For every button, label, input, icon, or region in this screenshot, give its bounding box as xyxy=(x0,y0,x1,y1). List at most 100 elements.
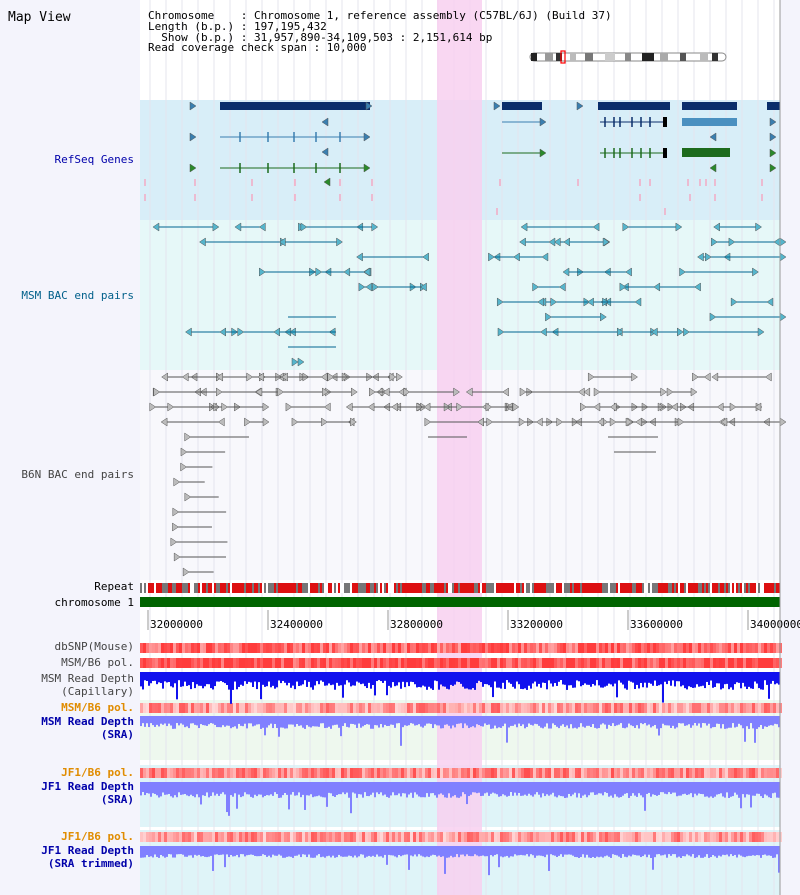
msm-sra-depth-bar xyxy=(538,716,540,726)
jf1-sra-depth-bar xyxy=(170,782,172,797)
jf1-pol-trim-heat xyxy=(713,832,716,842)
msm-b6-pol-label[interactable]: MSM/B6 pol. xyxy=(61,656,134,669)
jf1-pol-heat xyxy=(581,768,584,778)
jf1-sra-depth-bar xyxy=(656,782,658,796)
repeat-segment xyxy=(202,583,204,593)
msm-pol-heat xyxy=(257,658,260,668)
msm-pol-sra-heat xyxy=(521,703,524,713)
jf1-depth-trim-label1[interactable]: JF1 Read Depth xyxy=(41,844,134,857)
msm-pol-heat xyxy=(275,658,278,668)
msm-b6-pol-sra-label[interactable]: MSM/B6 pol. xyxy=(61,701,134,714)
repeat-segment xyxy=(148,583,150,593)
msm-pol-heat xyxy=(749,658,752,668)
msm-depth-sra-label1[interactable]: MSM Read Depth xyxy=(41,715,134,728)
msm-sra-depth-bar xyxy=(668,716,670,726)
msm-sra-depth-bar xyxy=(188,716,190,729)
jf1-pol-heat xyxy=(476,768,479,778)
jf1-trim-depth-bar xyxy=(140,846,142,858)
b6n-bac-label[interactable]: B6N BAC end pairs xyxy=(21,468,134,481)
jf1-pol-heat xyxy=(680,768,683,778)
jf1-trim-depth-bar xyxy=(494,846,496,855)
jf1-pol-heat xyxy=(302,768,305,778)
jf1-sra-depth-bar xyxy=(688,782,690,795)
repeat-segment xyxy=(696,583,698,593)
jf1-trim-depth-bar xyxy=(258,846,260,857)
jf1-trim-depth-bar xyxy=(318,846,320,855)
msm-pol-heat xyxy=(581,658,584,668)
msm-sra-depth-bar xyxy=(392,716,394,725)
refseq-genes-label[interactable]: RefSeq Genes xyxy=(54,153,134,166)
msm-sra-depth-bar xyxy=(480,716,482,727)
jf1-sra-depth-bar xyxy=(748,782,750,795)
jf1-trim-depth-bar xyxy=(146,846,148,856)
bac-end xyxy=(259,267,266,277)
jf1-sra-depth-bar xyxy=(354,782,356,794)
msm-pol-heat xyxy=(326,658,329,668)
jf1-trim-depth-bar xyxy=(678,846,680,857)
jf1-pol-heat xyxy=(308,768,311,778)
jf1-sra-depth-bar xyxy=(176,782,178,798)
jf1-pol-trim-heat xyxy=(377,832,380,842)
msm-sra-depth-bar xyxy=(492,716,494,729)
msm-pol-heat xyxy=(422,658,425,668)
msm-depth-cap-label1[interactable]: MSM Read Depth xyxy=(41,672,134,685)
dbsnp-label[interactable]: dbSNP(Mouse) xyxy=(54,640,134,653)
jf1-trim-depth-bar xyxy=(280,846,282,856)
msm-pol-heat xyxy=(149,658,152,668)
msm-pol-sra-heat xyxy=(548,703,551,713)
repeat-segment xyxy=(424,583,426,593)
msm-sra-depth-bar xyxy=(358,716,360,724)
msm-cap-depth-bar xyxy=(596,672,598,681)
jf1-depth-sra-label1[interactable]: JF1 Read Depth xyxy=(41,780,134,793)
repeat-segment xyxy=(778,583,780,593)
jf1-b6-pol-label[interactable]: JF1/B6 pol. xyxy=(61,766,134,779)
jf1-pol-trim-heat xyxy=(632,832,635,842)
jf1-pol-heat xyxy=(506,768,509,778)
msm-pol-sra-heat xyxy=(428,703,431,713)
msm-sra-depth-bar xyxy=(242,716,244,727)
msm-pol-sra-heat xyxy=(326,703,329,713)
repeat-segment xyxy=(678,583,680,593)
repeat-segment xyxy=(648,583,650,593)
msm-cap-depth-bar xyxy=(488,672,490,686)
jf1-pol-heat xyxy=(314,768,317,778)
msm-pol-sra-heat xyxy=(590,703,593,713)
bac-end xyxy=(690,387,698,397)
jf1-pol-trim-heat xyxy=(257,832,260,842)
jf1-sra-depth-bar xyxy=(270,782,272,795)
repeat-segment xyxy=(454,583,456,593)
msm-pol-heat xyxy=(536,658,539,668)
msm-pol-sra-heat xyxy=(707,703,710,713)
repeat-segment xyxy=(152,583,154,593)
jf1-sra-depth-bar xyxy=(378,782,380,795)
msm-cap-depth-bar xyxy=(744,672,746,687)
msm-sra-depth-bar xyxy=(450,716,452,729)
msm-cap-depth-bar xyxy=(522,672,524,690)
jf1-sra-depth-bar xyxy=(572,782,574,795)
jf1-b6-pol-trim-label[interactable]: JF1/B6 pol. xyxy=(61,830,134,843)
msm-cap-depth-bar xyxy=(654,672,656,681)
jf1-pol-trim-heat xyxy=(440,832,443,842)
msm-cap-depth-bar xyxy=(272,672,274,686)
bac-end xyxy=(356,252,363,262)
dbsnp-heat xyxy=(737,643,740,653)
dbsnp-heat xyxy=(455,643,458,653)
repeat-segment xyxy=(282,583,284,593)
msm-pol-heat xyxy=(269,658,272,668)
msm-cap-depth-bar xyxy=(416,672,418,688)
msm-sra-depth-bar xyxy=(494,716,496,726)
msm-sra-depth-bar xyxy=(634,716,636,728)
jf1-trim-depth-bar xyxy=(276,846,278,856)
msm-sra-depth-bar xyxy=(432,716,434,729)
jf1-trim-depth-bar xyxy=(632,846,634,855)
msm-bac-label[interactable]: MSM BAC end pairs xyxy=(21,289,134,302)
msm-cap-depth-bar xyxy=(770,672,772,684)
jf1-pol-heat xyxy=(764,768,767,778)
msm-pol-heat xyxy=(641,658,644,668)
msm-cap-depth-bar xyxy=(494,672,496,682)
jf1-sra-depth-bar xyxy=(394,782,396,796)
msm-pol-heat xyxy=(509,658,512,668)
jf1-pol-trim-heat xyxy=(602,832,605,842)
msm-cap-depth-bar xyxy=(414,672,416,685)
